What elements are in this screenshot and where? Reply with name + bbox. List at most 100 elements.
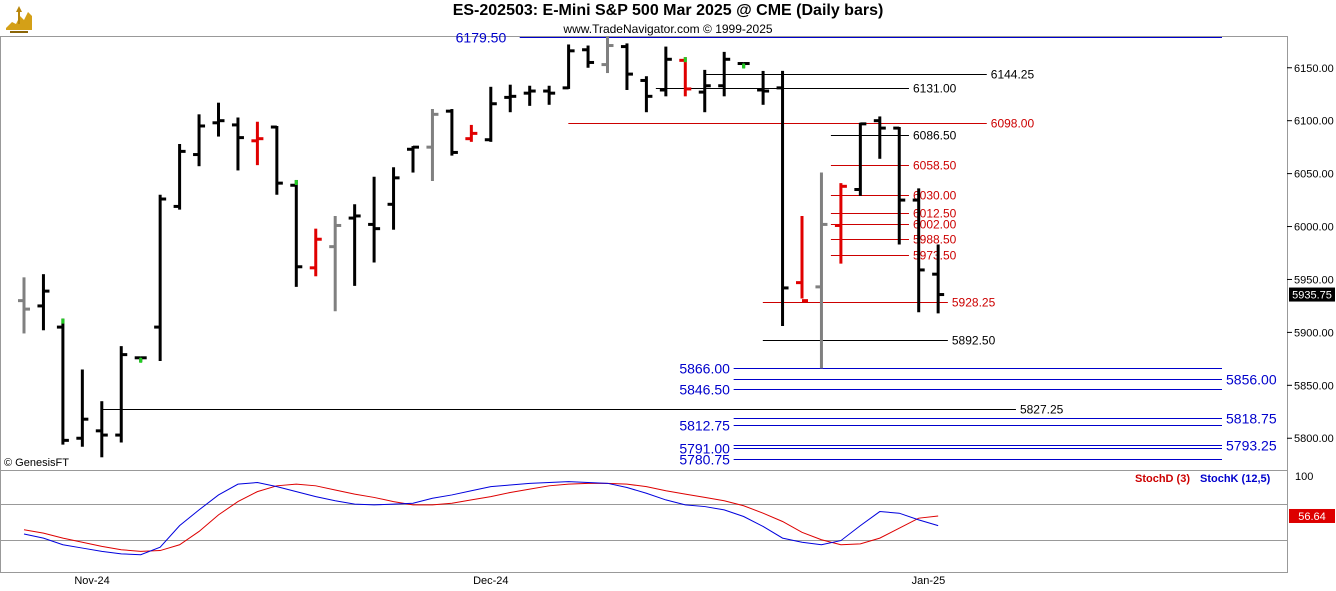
- stoch-last-label: 56.64: [1298, 511, 1326, 523]
- price-level-label: 5791.00: [679, 441, 730, 457]
- price-level-label: 5856.00: [1226, 372, 1277, 388]
- ohlc-bar: [368, 176, 381, 263]
- y-tick-label: 5900.00: [1294, 327, 1334, 339]
- stoch-last-box: [1289, 508, 1335, 523]
- ohlc-bar: [504, 84, 517, 113]
- ohlc-bar: [56, 318, 69, 445]
- ohlc-bar: [154, 194, 167, 361]
- ohlc-bar: [445, 109, 458, 156]
- price-level-label: 6144.25: [991, 68, 1035, 82]
- ohlc-bar: [912, 188, 925, 313]
- ohlc-bar: [757, 70, 770, 105]
- date-x-axis: Nov-24 Dec-24 Jan-25: [74, 575, 945, 587]
- ohlc-bar: [834, 183, 847, 264]
- y-tick-label: 5800.00: [1294, 433, 1334, 445]
- ohlc-bar: [737, 62, 750, 69]
- chart-title: ES-202503: E-Mini S&P 500 Mar 2025 @ CME…: [452, 2, 884, 19]
- stoch-pane-frame: [0, 470, 1288, 573]
- x-tick-label: Nov-24: [74, 575, 109, 587]
- price-level-label: 6098.00: [991, 117, 1035, 131]
- ohlc-bar: [251, 121, 264, 166]
- price-pane-frame: [0, 36, 1288, 471]
- ohlc-bar: [387, 167, 400, 230]
- ohlc-bar: [426, 109, 439, 182]
- price-level-label: 5818.75: [1226, 411, 1277, 427]
- ohlc-bar: [231, 117, 244, 171]
- stoch-axis-100: 100: [1295, 471, 1313, 483]
- price-level-label: 6058.50: [913, 159, 957, 173]
- ohlc-bar: [465, 124, 478, 142]
- price-level-label: 6012.50: [913, 207, 957, 221]
- price-level-label: 6131.00: [913, 82, 957, 96]
- price-level-label: 6030.00: [913, 189, 957, 203]
- y-tick-label: 6100.00: [1294, 116, 1334, 128]
- price-level-label: 5793.25: [1226, 438, 1277, 454]
- price-level-label: 6002.00: [913, 218, 957, 232]
- price-level-label: 5866.00: [679, 361, 730, 377]
- stoch-k-line: [23, 481, 939, 556]
- ohlc-bar: [873, 116, 886, 159]
- ohlc-bar: [115, 346, 128, 443]
- price-level-label: 5988.50: [913, 233, 957, 247]
- ohlc-bar: [893, 126, 906, 245]
- ohlc-bar: [932, 244, 945, 314]
- ohlc-bar: [309, 228, 322, 277]
- ohlc-bar: [18, 277, 30, 334]
- stochastic-lines-group: 56.64: [23, 481, 1335, 556]
- ohlc-bar: [562, 44, 575, 90]
- ohlc-bar: [95, 401, 108, 458]
- data-credit: © GenesisFT: [4, 457, 69, 469]
- price-level-label: 5973.50: [913, 249, 957, 263]
- bull-logo-icon: [2, 2, 36, 36]
- stoch-d-line: [23, 482, 939, 552]
- price-y-axis: 5800.00 5850.00 5900.00 5950.00 6000.00 6050.…: [1287, 63, 1335, 445]
- price-level-label: 6179.50: [456, 30, 507, 46]
- ohlc-bar: [76, 369, 89, 447]
- x-tick-label: Jan-25: [912, 575, 946, 587]
- ohlc-bar: [601, 36, 614, 74]
- ohlc-bar: [270, 125, 283, 195]
- ohlc-bar: [543, 85, 556, 105]
- price-levels-group: 6179.50 6144.25 6131.00 6098.00 6086.50 6058.…: [101, 30, 1277, 468]
- ohlc-bar: [815, 172, 828, 369]
- y-tick-label: 6050.00: [1294, 169, 1334, 181]
- ohlc-bar: [173, 143, 186, 210]
- ohlc-bar: [37, 274, 50, 331]
- ohlc-bar: [212, 102, 225, 137]
- ohlc-bar: [484, 86, 497, 142]
- last-price-label: 5935.75: [1292, 290, 1332, 302]
- price-level-label: 5812.75: [679, 418, 730, 434]
- ohlc-bar: [640, 76, 653, 113]
- ohlc-bar: [698, 69, 711, 113]
- chart-subtitle: www.TradeNavigator.com © 1999-2025: [563, 22, 773, 36]
- price-level-label: 5780.75: [679, 452, 730, 468]
- ohlc-bar: [329, 215, 342, 312]
- y-tick-label: 5850.00: [1294, 380, 1334, 392]
- stoch-k-legend: StochK (12,5): [1200, 473, 1271, 485]
- ohlc-bars-group: [18, 36, 945, 458]
- ohlc-bar: [776, 70, 789, 327]
- y-tick-label: 6150.00: [1294, 63, 1334, 75]
- ohlc-bar: [290, 179, 303, 287]
- price-level-label: 5846.50: [679, 382, 730, 398]
- price-level-label: 5892.50: [952, 334, 996, 348]
- ohlc-bar: [796, 215, 808, 303]
- y-tick-label: 5950.00: [1294, 274, 1334, 286]
- ohlc-bar: [718, 51, 731, 97]
- price-level-label: 5928.25: [952, 296, 996, 310]
- price-level-label: 6086.50: [913, 129, 957, 143]
- y-tick-label: 6000.00: [1294, 222, 1334, 234]
- ohlc-bar: [582, 45, 595, 68]
- ohlc-bar: [134, 356, 147, 363]
- ohlc-bar: [679, 57, 692, 97]
- ohlc-bar: [348, 204, 361, 286]
- ohlc-bar: [854, 122, 867, 196]
- x-tick-label: Dec-24: [473, 575, 508, 587]
- ohlc-bar: [193, 114, 206, 167]
- price-level-label: 5827.25: [1020, 403, 1064, 417]
- ohlc-bar: [659, 46, 672, 97]
- ohlc-bar: [407, 145, 419, 173]
- last-price-box: [1289, 287, 1335, 302]
- ohlc-bar: [620, 43, 633, 90]
